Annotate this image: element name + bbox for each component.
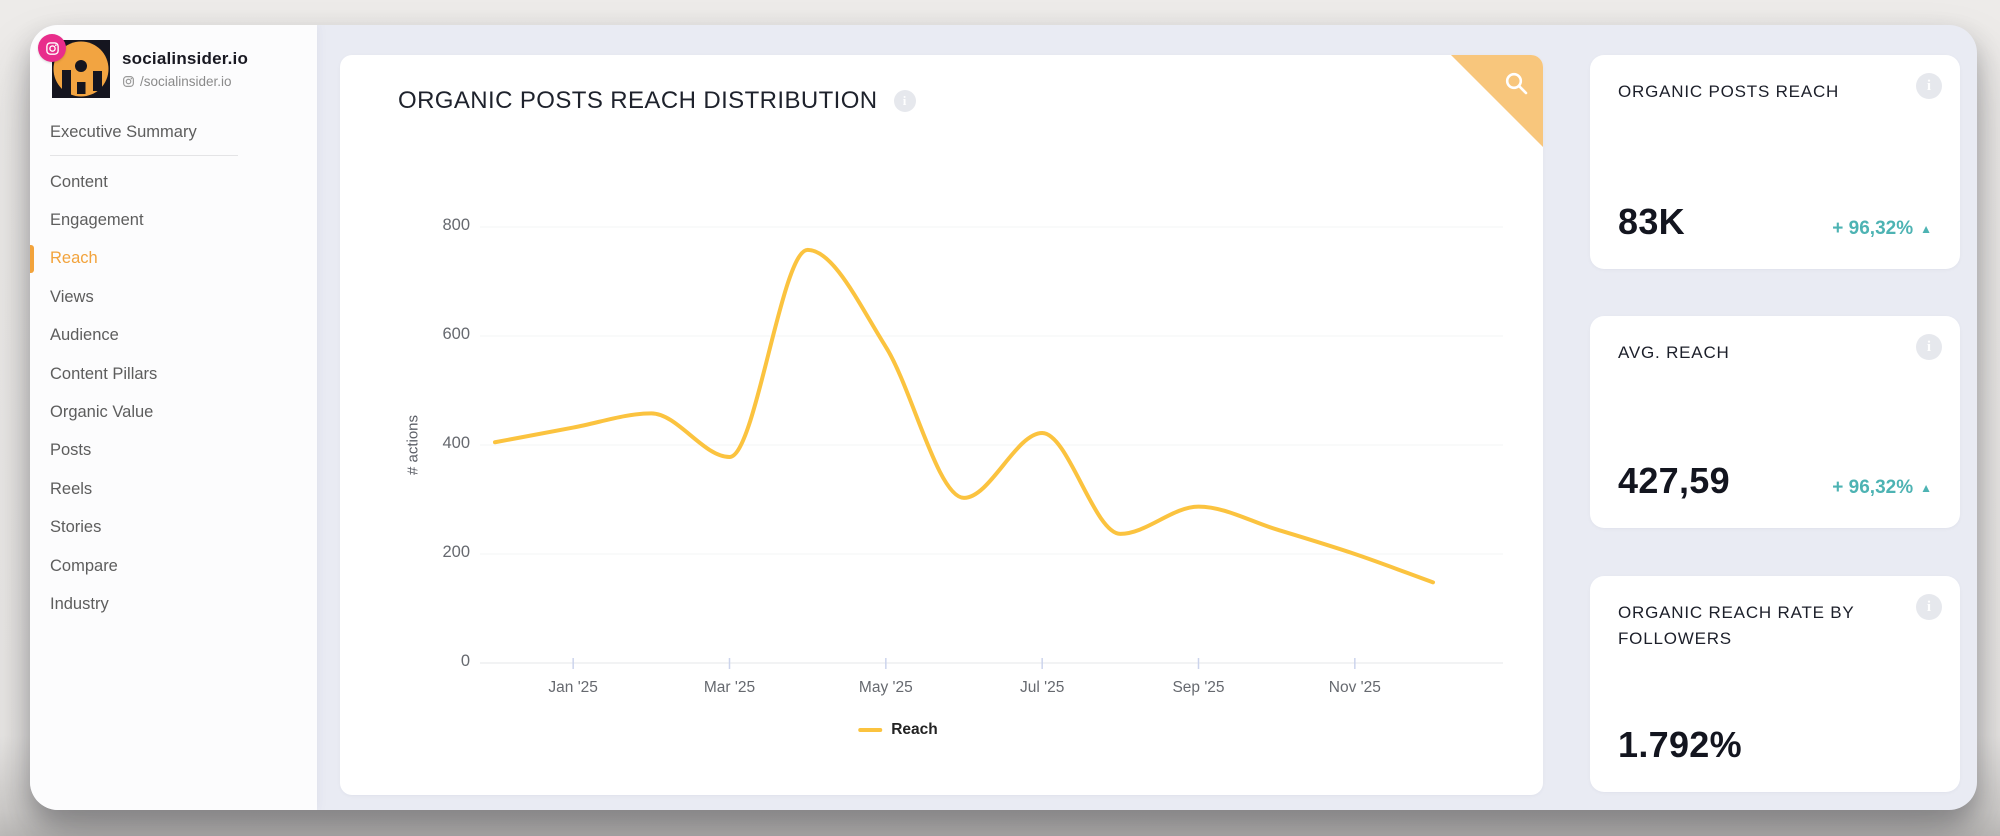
instagram-icon bbox=[123, 76, 134, 87]
legend-line-swatch bbox=[858, 728, 883, 732]
sidebar-item-posts[interactable]: Posts bbox=[50, 441, 92, 460]
expand-chart-corner[interactable] bbox=[1451, 55, 1543, 147]
stat-value: 1.792% bbox=[1618, 724, 1742, 765]
stat-card-organic-posts-reach: ORGANIC POSTS REACH i 83K + 96,32% ▲ bbox=[1590, 55, 1960, 269]
sidebar-item-reach[interactable]: Reach bbox=[30, 240, 317, 278]
info-icon[interactable]: i bbox=[1916, 334, 1942, 360]
y-axis-tick-label: 0 bbox=[460, 652, 470, 670]
x-axis-tick-label: Jan '25 bbox=[548, 679, 598, 696]
stat-card-avg-reach: AVG. REACH i 427,59 + 96,32% ▲ bbox=[1590, 316, 1960, 528]
stat-title: AVG. REACH bbox=[1618, 343, 1730, 362]
x-axis-tick-label: May '25 bbox=[858, 679, 913, 696]
legend-label: Reach bbox=[891, 721, 938, 738]
change-percent: + 96,32% bbox=[1832, 477, 1914, 498]
stat-title: ORGANIC POSTS REACH bbox=[1618, 82, 1840, 101]
info-icon[interactable]: i bbox=[1916, 594, 1942, 620]
sidebar-item-stories[interactable]: Stories bbox=[50, 518, 102, 537]
stat-value: 83K bbox=[1618, 201, 1685, 242]
sidebar-item-content[interactable]: Content bbox=[50, 172, 108, 191]
instagram-badge-icon bbox=[38, 34, 66, 62]
y-axis-tick-label: 800 bbox=[442, 216, 470, 234]
change-percent: + 96,32% bbox=[1832, 218, 1914, 239]
profile-avatar-image bbox=[52, 40, 110, 98]
avatar bbox=[38, 34, 110, 98]
stat-card-organic-reach-rate: ORGANIC REACH RATE BY FOLLOWERS i 1.792% bbox=[1590, 576, 1960, 792]
stat-change-badge: + 96,32% ▲ bbox=[1832, 218, 1932, 240]
x-axis-tick-label: Nov '25 bbox=[1328, 679, 1381, 696]
stat-change-badge: + 96,32% ▲ bbox=[1832, 477, 1932, 499]
y-axis-tick-label: 600 bbox=[442, 325, 470, 343]
sidebar-nav: Content Engagement Reach Views Audience … bbox=[30, 163, 317, 624]
sidebar-item-executive-summary[interactable]: Executive Summary bbox=[50, 122, 197, 141]
sidebar-item-views[interactable]: Views bbox=[50, 287, 94, 306]
profile-name: socialinsider.io bbox=[122, 49, 249, 68]
legend-item-reach[interactable]: Reach bbox=[858, 721, 938, 739]
profile-handle-text: /socialinsider.io bbox=[140, 74, 232, 89]
trend-up-icon: ▲ bbox=[1920, 222, 1932, 236]
sidebar-divider bbox=[50, 155, 238, 156]
chart-header: ORGANIC POSTS REACH DISTRIBUTION i bbox=[398, 87, 916, 115]
stat-title: ORGANIC REACH RATE BY FOLLOWERS bbox=[1618, 603, 1855, 648]
y-axis-tick-label: 200 bbox=[442, 543, 470, 561]
sidebar-item-industry[interactable]: Industry bbox=[50, 594, 109, 613]
reach-distribution-card: ORGANIC POSTS REACH DISTRIBUTION i # act… bbox=[340, 55, 1543, 795]
x-axis-tick-label: Sep '25 bbox=[1172, 679, 1225, 696]
y-axis-tick-label: 400 bbox=[442, 434, 470, 452]
stat-value: 427,59 bbox=[1618, 460, 1730, 501]
trend-up-icon: ▲ bbox=[1920, 481, 1932, 495]
sidebar-item-reels[interactable]: Reels bbox=[50, 479, 93, 498]
sidebar-item-organic-value[interactable]: Organic Value bbox=[50, 403, 154, 422]
sidebar-item-engagement[interactable]: Engagement bbox=[50, 211, 144, 230]
profile-header: socialinsider.io /socialinsider.io bbox=[38, 34, 248, 98]
profile-meta: socialinsider.io /socialinsider.io bbox=[122, 49, 248, 89]
chart-title: ORGANIC POSTS REACH DISTRIBUTION bbox=[398, 87, 878, 114]
x-axis-tick-label: Jul '25 bbox=[1019, 679, 1065, 696]
sidebar-item-content-pillars[interactable]: Content Pillars bbox=[50, 364, 158, 383]
chart-info-icon[interactable]: i bbox=[893, 90, 916, 112]
sidebar-item-compare[interactable]: Compare bbox=[50, 556, 118, 575]
sidebar: socialinsider.io /socialinsider.io Execu… bbox=[30, 25, 317, 810]
app-window: socialinsider.io /socialinsider.io Execu… bbox=[30, 25, 1977, 810]
reach-line-chart[interactable] bbox=[340, 55, 1543, 795]
sidebar-item-audience[interactable]: Audience bbox=[50, 326, 119, 345]
info-icon[interactable]: i bbox=[1916, 73, 1942, 99]
profile-handle: /socialinsider.io bbox=[122, 74, 248, 89]
zoom-search-icon[interactable] bbox=[1503, 70, 1530, 97]
x-axis-tick-label: Mar '25 bbox=[703, 679, 756, 696]
